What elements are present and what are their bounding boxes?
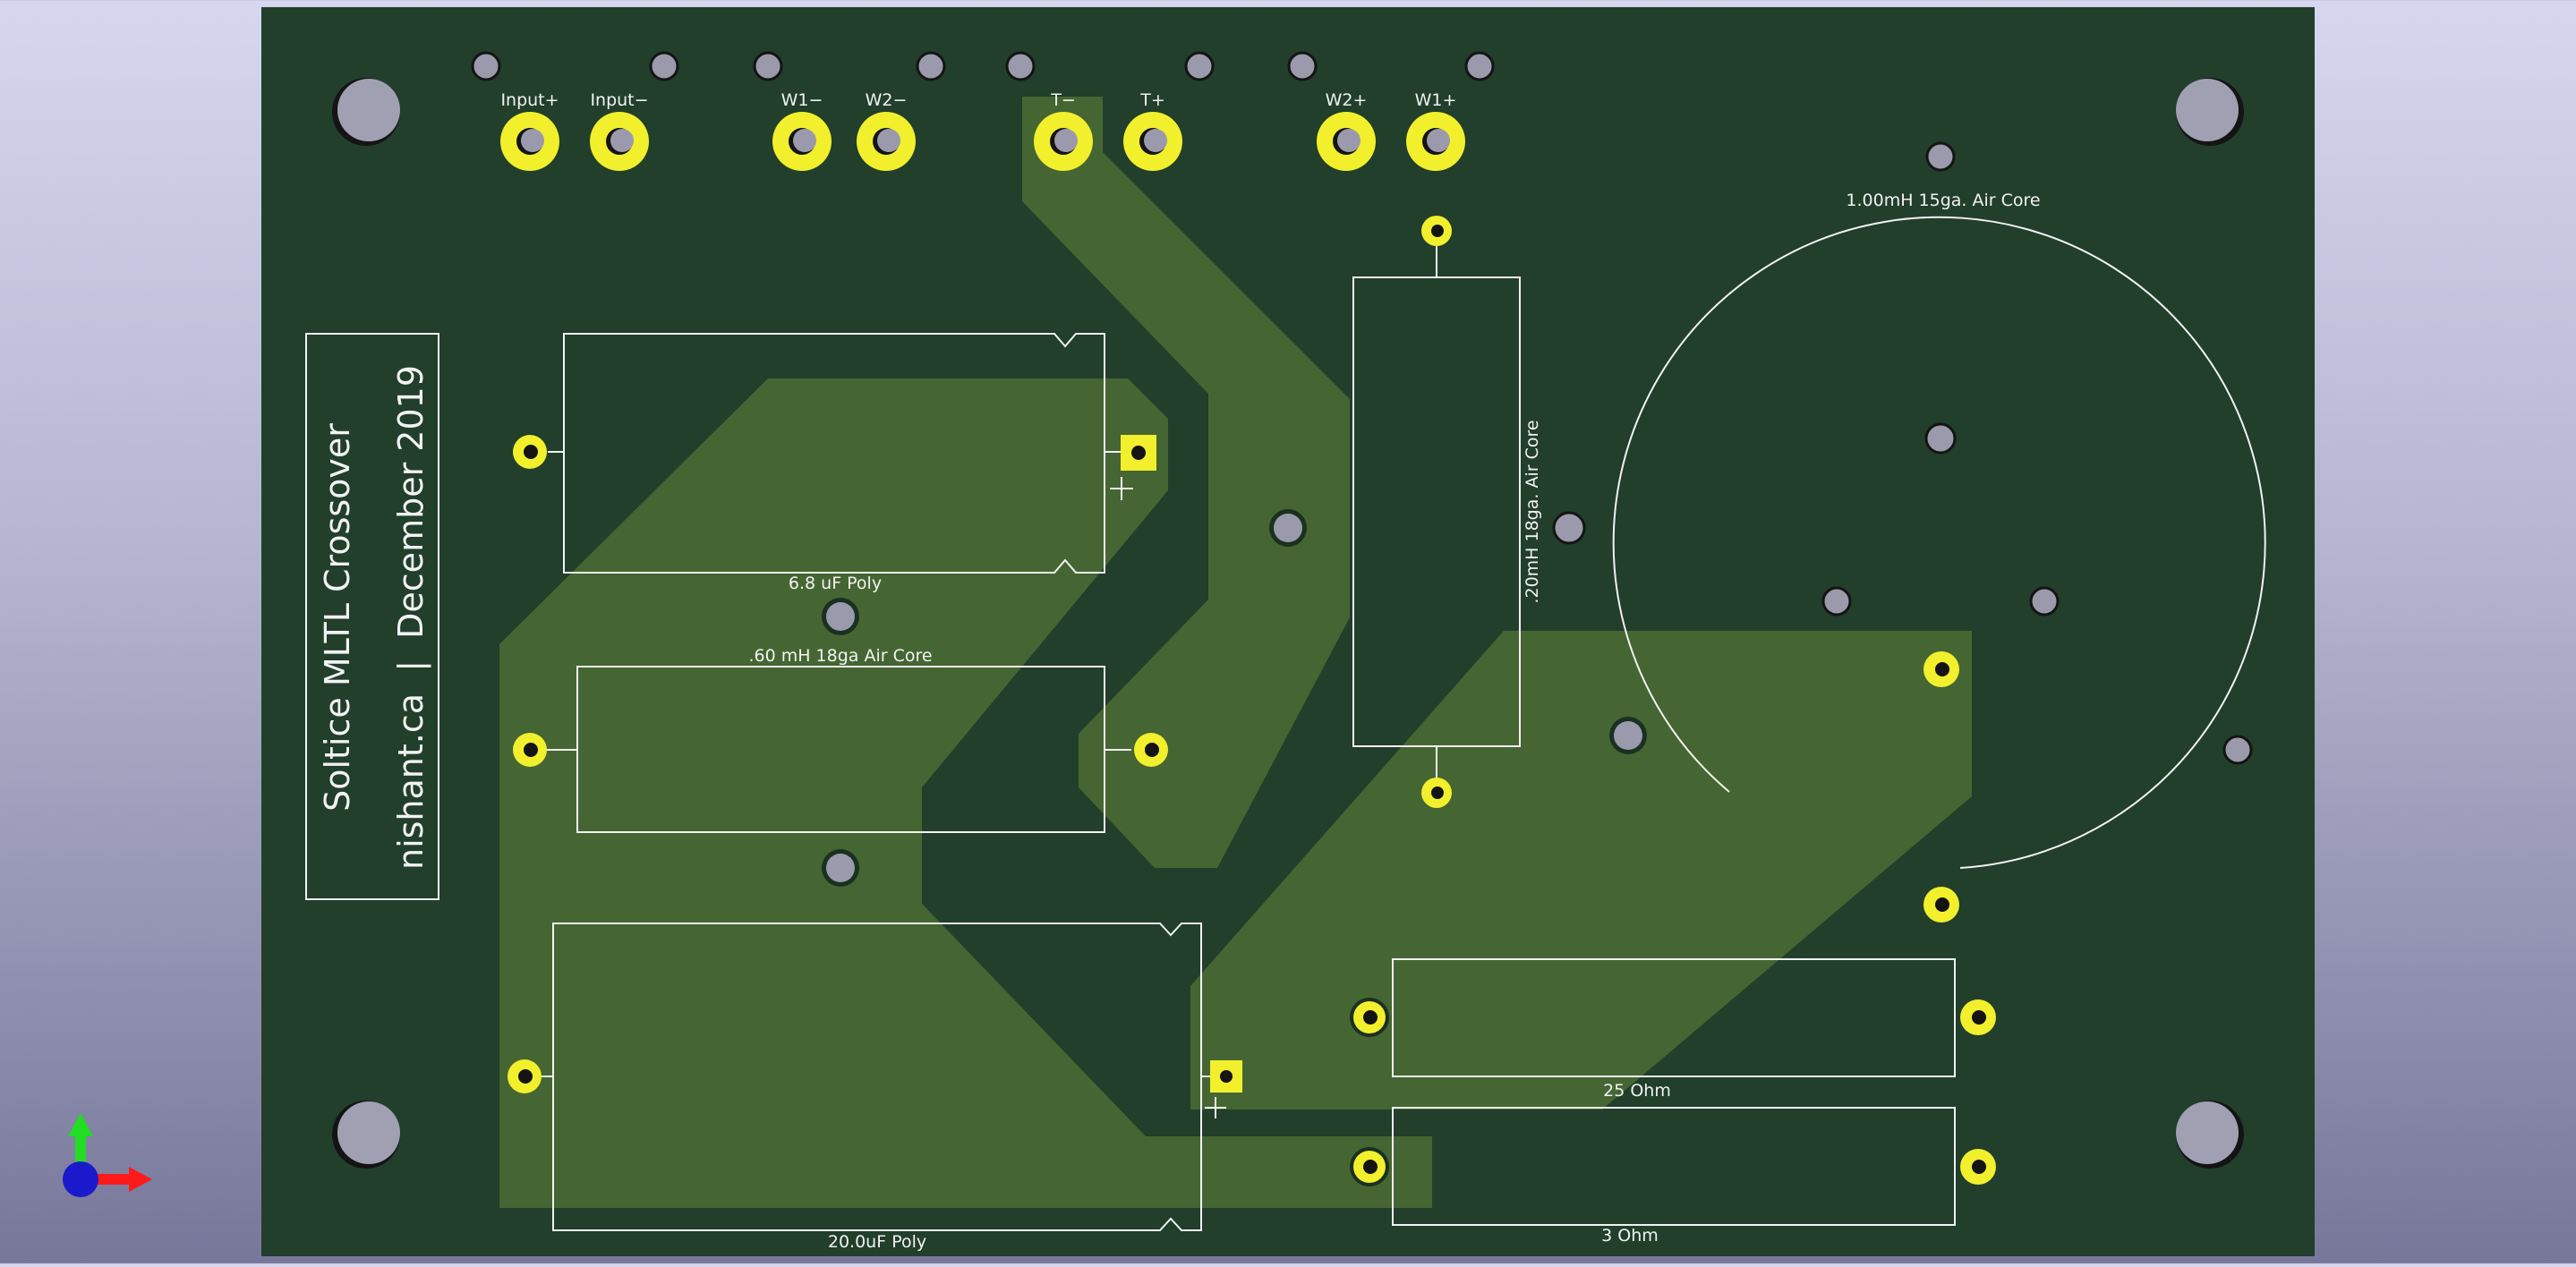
y-axis-head: [68, 1113, 93, 1136]
pad-ind-020-1: [1421, 216, 1452, 246]
label-ind-100: 1.00mH 15ga. Air Core: [1846, 191, 2040, 210]
terminal-pad-w2-plus: [1317, 112, 1376, 171]
copper-zone-input: [499, 378, 1432, 1208]
npth-hole: [1184, 51, 1215, 81]
npth-hole: [1925, 141, 1956, 172]
via: [826, 602, 855, 631]
label-cap-6-8: 6.8 uF Poly: [789, 574, 882, 593]
mounting-hole: [2176, 79, 2239, 141]
terminal-pad-input-minus: [590, 112, 649, 171]
npth-hole: [649, 51, 679, 81]
pad-res-25-1: [1350, 998, 1389, 1037]
res-3-outline: [1392, 1107, 1956, 1226]
pad-res-3-2: [1960, 1149, 1996, 1185]
terminal-pad-w1-plus: [1406, 112, 1465, 171]
silkscreen-outlines: [305, 216, 2266, 1231]
pad-ind-060-1: [513, 733, 547, 767]
copper-zone-t-minus: [1022, 97, 1350, 868]
npth-hole: [1924, 422, 1957, 455]
label-w1-minus: W1−: [781, 90, 823, 110]
terminal-labels: Input+ Input− W1− W2− T− T+ W2+ W1+: [500, 90, 1456, 110]
pads: [500, 112, 1996, 1186]
title-block: Soltice MLTL Crossover nishant.ca | Dece…: [318, 365, 431, 870]
terminal-pad-w2-minus: [857, 112, 916, 171]
npth-hole: [1287, 51, 1318, 81]
pad-cap-20-1: [508, 1059, 542, 1093]
label-w2-plus: W2+: [1326, 90, 1368, 110]
title-frame: [305, 333, 439, 900]
pad-ind-100-1: [1923, 651, 1959, 687]
npth-hole: [1821, 586, 1852, 616]
label-t-minus: T−: [1050, 90, 1076, 110]
via: [1274, 514, 1302, 542]
npth-hole: [753, 51, 783, 81]
res-25-outline: [1392, 958, 1956, 1077]
label-cap-20: 20.0uF Poly: [828, 1232, 926, 1252]
terminal-pad-t-minus: [1034, 112, 1093, 171]
npth-hole: [1005, 51, 1036, 81]
npth-hole: [2222, 735, 2253, 765]
terminal-pad-input-plus: [500, 112, 559, 171]
vias: [822, 509, 1647, 887]
label-ind-060: .60 mH 18ga Air Core: [748, 646, 932, 666]
npth-hole: [1552, 511, 1586, 545]
label-ind-020: .20mH 18ga. Air Core: [1523, 420, 1542, 603]
ind-100-outline: [1612, 216, 2266, 869]
x-axis-head: [129, 1167, 152, 1192]
terminal-pad-w1-minus: [772, 112, 832, 171]
pad-res-3-1: [1350, 1147, 1389, 1186]
via: [826, 854, 855, 882]
cap-20-outline: [552, 923, 1202, 1231]
axis-gizmo: [63, 1113, 152, 1197]
pad-cap-6-8-1: [513, 435, 547, 469]
mounting-hole: [337, 79, 400, 141]
npth-hole: [2029, 586, 2060, 616]
pad-cap-20-2: [1210, 1060, 1242, 1093]
label-res-25: 25 Ohm: [1603, 1081, 1671, 1101]
component-labels: 6.8 uF Poly .60 mH 18ga Air Core 20.0uF …: [748, 191, 2040, 1252]
pad-ind-020-2: [1421, 778, 1452, 808]
label-w1-plus: W1+: [1415, 90, 1457, 110]
copper-zone-woofer: [1190, 631, 1972, 1110]
mounting-hole: [337, 1101, 400, 1164]
board-title: Soltice MLTL Crossover: [318, 423, 357, 812]
label-t-plus: T+: [1139, 90, 1165, 110]
terminal-pad-t-plus: [1123, 112, 1182, 171]
via: [1614, 721, 1642, 750]
mounting-hole: [2176, 1101, 2239, 1164]
pad-ind-100-2: [1923, 887, 1959, 923]
pad-ind-060-2: [1134, 733, 1168, 767]
board-subtitle: nishant.ca | December 2019: [391, 365, 431, 870]
label-input-plus: Input+: [500, 90, 559, 110]
npth-hole: [916, 51, 946, 81]
pad-res-25-2: [1960, 999, 1996, 1035]
z-axis-dot: [63, 1161, 98, 1197]
label-w2-minus: W2−: [866, 90, 908, 110]
npth-hole: [1464, 51, 1495, 81]
pad-cap-6-8-2: [1121, 435, 1156, 471]
label-input-minus: Input−: [590, 90, 648, 110]
npth-holes: [471, 51, 2253, 765]
label-res-3: 3 Ohm: [1601, 1226, 1659, 1246]
copper-zones: [499, 97, 1972, 1208]
mounting-holes: [332, 78, 2244, 1169]
npth-hole: [471, 51, 501, 81]
cap-6-8-outline: [563, 333, 1105, 574]
